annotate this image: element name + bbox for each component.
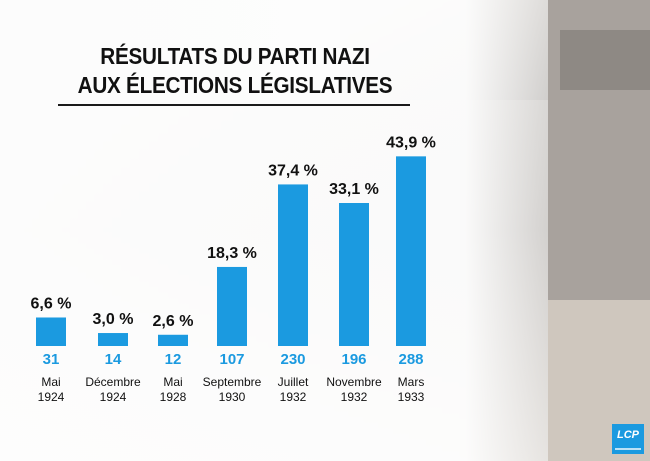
bar [278, 184, 308, 346]
x-tick-label-month: Novembre [326, 375, 382, 389]
x-tick-label-month: Mars [398, 375, 425, 389]
seat-count-label: 196 [341, 351, 366, 368]
logo-text: LCP [617, 429, 639, 441]
bar [339, 203, 369, 346]
x-tick-label-month: Mai [163, 375, 182, 389]
bar-value-label: 3,0 % [93, 311, 134, 328]
bar-value-label: 43,9 % [386, 134, 436, 151]
x-tick-label-month: Juillet [278, 375, 309, 389]
x-tick-label-year: 1924 [100, 390, 127, 404]
x-tick-label-year: 1933 [398, 390, 425, 404]
seat-count-label: 31 [43, 351, 60, 368]
bar-value-label: 18,3 % [207, 245, 257, 262]
x-tick-label-month: Mai [41, 375, 60, 389]
seat-count-label: 288 [398, 351, 423, 368]
chart-panel [0, 0, 548, 461]
x-tick-label-year: 1928 [160, 390, 187, 404]
bar-value-label: 6,6 % [31, 295, 72, 312]
title-line-1: RÉSULTATS DU PARTI NAZI [100, 43, 370, 69]
bar [36, 317, 66, 346]
seat-count-label: 230 [280, 351, 305, 368]
bar [158, 334, 188, 346]
x-tick-label-year: 1930 [219, 390, 246, 404]
bar [98, 333, 128, 346]
title-line-2: AUX ÉLECTIONS LÉGISLATIVES [77, 72, 393, 98]
seat-count-label: 12 [165, 351, 182, 368]
x-tick-label-month: Septembre [203, 375, 262, 389]
bar-value-label: 33,1 % [329, 181, 379, 198]
title-underline [58, 104, 410, 106]
bar-value-label: 37,4 % [268, 162, 318, 179]
bar-value-label: 2,6 % [153, 313, 194, 330]
x-tick-label-month: Décembre [85, 375, 141, 389]
chart-title: RÉSULTATS DU PARTI NAZI AUX ÉLECTIONS LÉ… [78, 42, 393, 100]
x-tick-label-year: 1932 [280, 390, 307, 404]
x-tick-label-year: 1924 [38, 390, 65, 404]
bar [396, 156, 426, 346]
bar [217, 266, 247, 346]
x-tick-label-year: 1932 [341, 390, 368, 404]
seat-count-label: 107 [219, 351, 244, 368]
seat-count-label: 14 [105, 351, 122, 368]
lcp-logo: LCP [612, 424, 644, 454]
